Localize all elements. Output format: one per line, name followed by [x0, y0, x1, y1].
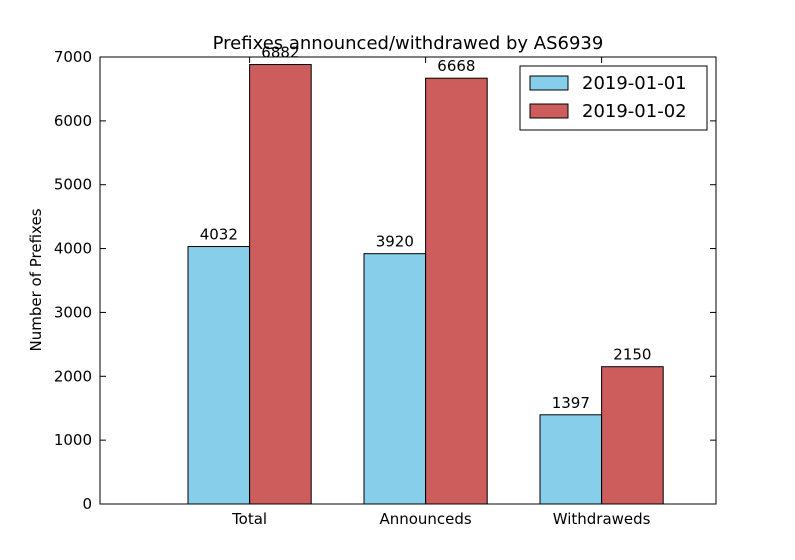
legend-label: 2019-01-02: [582, 101, 687, 122]
legend-swatch: [529, 103, 569, 119]
y-tick-label: 5000: [54, 176, 92, 194]
data-label: 2150: [613, 346, 651, 364]
data-label: 1397: [552, 394, 590, 412]
y-tick-label: 6000: [54, 112, 92, 130]
bar-withdraweds-series-2: [601, 366, 664, 505]
y-tick-label: 1000: [54, 431, 92, 449]
legend-label: 2019-01-01: [582, 73, 687, 94]
data-label: 6882: [261, 44, 299, 62]
legend: 2019-01-01 2019-01-02: [519, 65, 708, 131]
bar-withdraweds-series-1: [539, 414, 603, 505]
bar-total-series-1: [187, 246, 251, 505]
bar-total-series-2: [249, 64, 312, 505]
y-tick-label: 3000: [54, 303, 92, 321]
bar-announceds-series-1: [363, 253, 427, 505]
y-tick-label: 0: [82, 495, 92, 513]
y-tick-label: 2000: [54, 367, 92, 385]
data-label: 3920: [376, 233, 414, 251]
y-axis-label: Number of Prefixes: [27, 208, 45, 351]
data-label: 6668: [437, 57, 475, 75]
y-tick-label: 7000: [54, 48, 92, 66]
bar-announceds-series-2: [425, 77, 488, 505]
x-tick-label: Announceds: [379, 510, 471, 528]
axes-frame: [99, 56, 717, 505]
plot-area: 4032 3920 1397 6882 6668 2150 0 1000 2000 3000 400…: [54, 44, 717, 528]
legend-swatch: [529, 75, 569, 91]
chart-title: Prefixes announced/withdrawed by AS6939: [213, 33, 604, 54]
y-tick-label: 4000: [54, 240, 92, 258]
x-tick-label: Total: [231, 510, 267, 528]
data-label: 4032: [200, 226, 238, 244]
x-tick-label: Withdraweds: [553, 510, 651, 528]
